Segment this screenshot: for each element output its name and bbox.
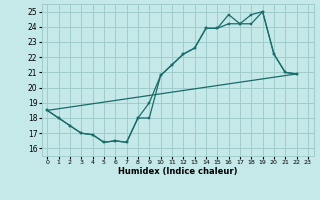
X-axis label: Humidex (Indice chaleur): Humidex (Indice chaleur) — [118, 167, 237, 176]
